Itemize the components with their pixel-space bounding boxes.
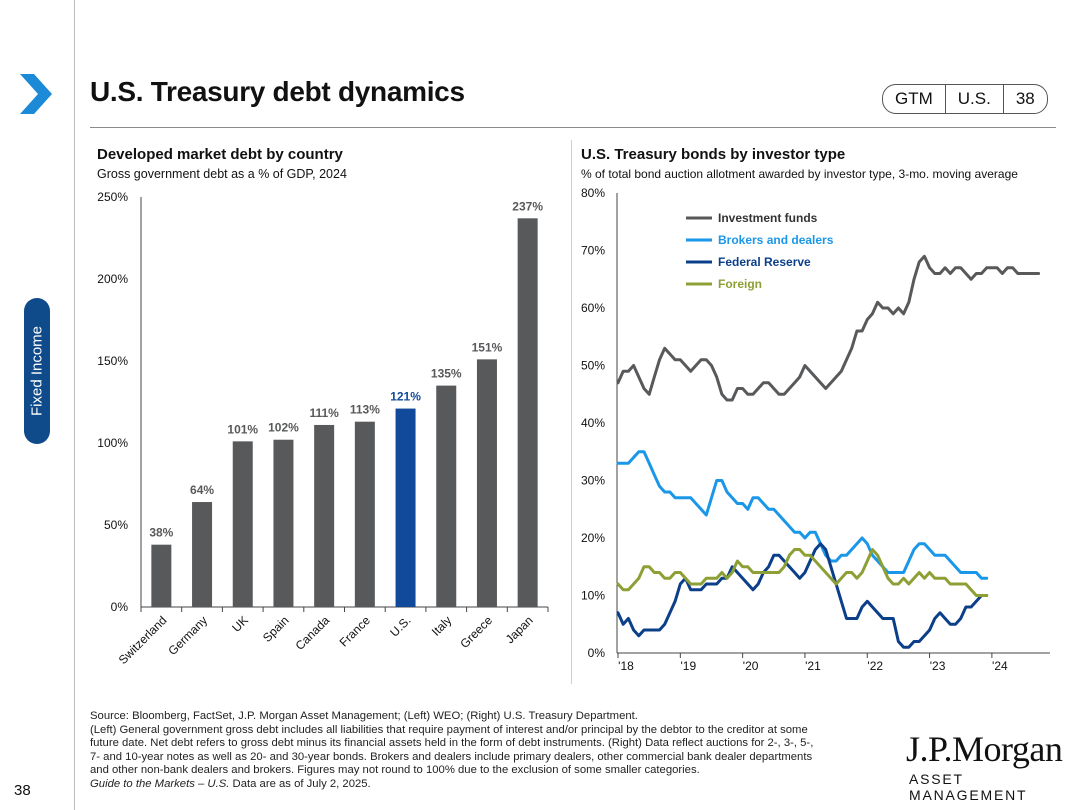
x-tick-label: '22 <box>867 659 883 673</box>
x-tick-label: Greece <box>457 613 495 651</box>
right-chart-subtitle: % of total bond auction allotment awarde… <box>581 167 1018 181</box>
bar-data-label: 111% <box>309 406 339 420</box>
y-tick-label: 60% <box>581 301 605 315</box>
y-tick-label: 70% <box>581 244 605 258</box>
gtm-badge: GTM U.S. 38 <box>882 84 1048 114</box>
y-tick-label: 0% <box>588 646 606 660</box>
series-line <box>616 548 989 597</box>
legend-label: Brokers and dealers <box>718 233 834 247</box>
bar-data-label: 101% <box>227 422 258 436</box>
source-line: Source: Bloomberg, FactSet, J.P. Morgan … <box>90 710 638 722</box>
source-date-line: Guide to the Markets – U.S. Data are as … <box>90 778 900 792</box>
series-line <box>616 450 989 580</box>
source-line: 7- and 10-year notes as well as 20- and … <box>90 750 813 763</box>
left-chart-title: Developed market debt by country <box>97 146 343 163</box>
y-tick-label: 250% <box>97 190 128 204</box>
bar-data-label: 135% <box>431 367 462 381</box>
investor-type-line-chart: 0% 10% 20% 30% 40% 50% 60% 70% 80% '18 '19 '20 '21 '2… <box>581 186 1050 673</box>
bar-data-label: 113% <box>350 403 380 417</box>
source-line: (Left) General government gross debt inc… <box>90 723 808 736</box>
bar <box>314 424 335 607</box>
bar-data-label: 237% <box>512 199 543 213</box>
bar-data-label: 121% <box>390 390 421 404</box>
guide-title: Guide to the Markets – U.S. <box>90 777 230 790</box>
series-line <box>616 254 1041 402</box>
left-chart-subtitle: Gross government debt as a % of GDP, 202… <box>97 167 347 181</box>
legend-label: Foreign <box>718 277 762 291</box>
y-tick-label: 40% <box>581 416 605 430</box>
left-margin-rule <box>74 0 75 810</box>
bar <box>192 502 213 607</box>
y-tick-label: 30% <box>581 474 605 488</box>
badge-page: 38 <box>1002 85 1047 113</box>
y-tick-label: 150% <box>97 354 128 368</box>
x-tick-label: '21 <box>805 659 821 673</box>
badge-region: U.S. <box>944 85 1003 113</box>
bar <box>273 439 294 607</box>
bar-data-label: 102% <box>268 421 299 435</box>
y-tick-label: 100% <box>97 436 128 450</box>
x-tick-label: Canada <box>293 613 333 653</box>
y-tick-label: 20% <box>581 531 605 545</box>
source-line: and other non-bank dealers and brokers. … <box>90 764 700 777</box>
source-line: future date. Net debt refers to gross de… <box>90 737 814 750</box>
bar-data-label: 38% <box>149 526 173 540</box>
y-tick-label: 10% <box>581 589 605 603</box>
x-tick-label: U.S. <box>387 613 413 639</box>
legend-label: Investment funds <box>718 211 818 225</box>
x-tick-label: Spain <box>260 613 292 645</box>
x-tick-label: '20 <box>743 659 759 673</box>
panel-divider <box>571 140 572 684</box>
x-tick-label: '18 <box>618 659 634 673</box>
data-date: Data are as of July 2, 2025. <box>229 777 371 790</box>
legend-label: Federal Reserve <box>718 255 811 269</box>
page-number: 38 <box>14 782 31 799</box>
x-tick-label: '23 <box>930 659 946 673</box>
x-tick-label: Switzerland <box>116 613 170 667</box>
country-debt-bar-chart: 0% 50% 100% 150% 200% 250% 38% Switzerland 64% Ge… <box>97 190 549 667</box>
jpmorgan-logo: J.P.Morgan <box>906 729 1063 769</box>
x-tick-label: Germany <box>165 613 210 658</box>
y-tick-label: 50% <box>581 359 605 373</box>
bar <box>395 408 416 607</box>
bar <box>436 385 457 607</box>
source-notes: Source: Bloomberg, FactSet, J.P. Morgan … <box>90 710 900 792</box>
section-tab[interactable] <box>24 298 50 444</box>
page-title: U.S. Treasury debt dynamics <box>90 76 465 107</box>
y-tick-label: 50% <box>104 518 128 532</box>
badge-gtm: GTM <box>895 89 933 108</box>
bar <box>476 359 497 607</box>
x-tick-label: '24 <box>992 659 1008 673</box>
right-chart-title: U.S. Treasury bonds by investor type <box>581 146 846 163</box>
y-tick-label: 0% <box>111 600 129 614</box>
chevron-right-icon <box>20 74 52 114</box>
bar-data-label: 151% <box>472 340 503 354</box>
y-tick-label: 200% <box>97 272 128 286</box>
x-tick-label: France <box>337 613 374 650</box>
bar-data-label: 64% <box>190 483 214 497</box>
bar <box>517 218 538 607</box>
series-line <box>616 542 989 649</box>
x-tick-label: Italy <box>429 613 454 638</box>
x-tick-label: UK <box>229 613 251 635</box>
bar <box>232 441 253 607</box>
y-tick-label: 80% <box>581 186 605 200</box>
x-tick-label: Japan <box>503 613 536 646</box>
x-tick-label: '19 <box>680 659 696 673</box>
title-divider <box>90 127 1056 128</box>
bar <box>354 421 375 607</box>
bar <box>151 544 172 607</box>
asset-management-wordmark: ASSET MANAGEMENT <box>909 771 1028 803</box>
